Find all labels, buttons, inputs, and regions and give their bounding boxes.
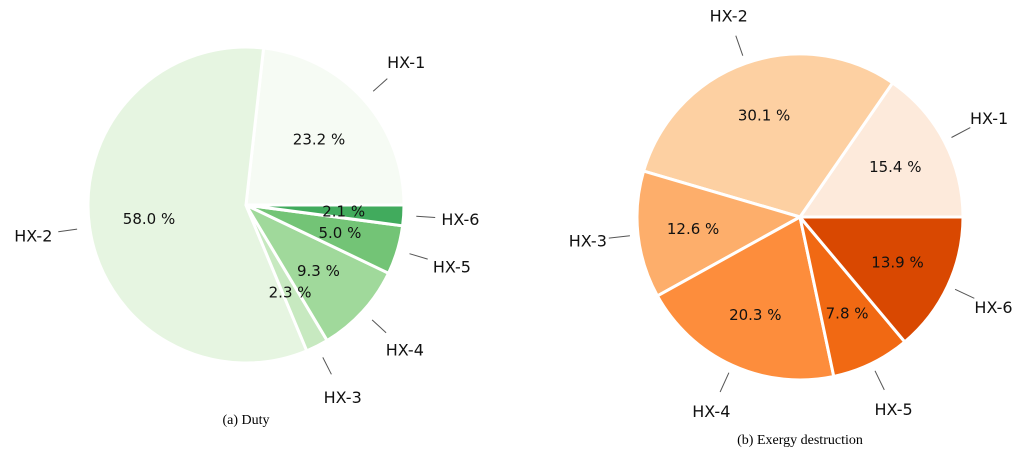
duty-value-label-hx-4: 9.3 % — [297, 262, 340, 280]
exergy-destruction-pie-chart: 15.4 % HX-1 30.1 % HX-2 12.6 % HX-3 20.3 % HX-4… — [569, 7, 1013, 422]
exergy-category-label-hx-6: HX-6 — [974, 298, 1012, 317]
exergy-value-label-hx-2: 30.1 % — [738, 107, 790, 125]
exergy-leader-line-hx-6 — [954, 288, 975, 299]
exergy-leader-line-hx-2 — [735, 35, 744, 56]
duty-category-label-hx-4: HX-4 — [386, 341, 424, 360]
duty-category-label-hx-5: HX-5 — [433, 257, 471, 276]
duty-value-label-hx-6: 2.1 % — [322, 203, 365, 221]
duty-category-label-hx-6: HX-6 — [441, 210, 479, 229]
exergy-leader-line-hx-3 — [608, 235, 630, 239]
exergy-category-label-hx-5: HX-5 — [875, 400, 913, 419]
exergy-slice-hx-4 — [655, 215, 836, 382]
exergy-slice-hx-1 — [798, 81, 965, 219]
duty-slice-hx-4 — [244, 203, 391, 343]
duty-caption: (a) Duty — [222, 413, 269, 428]
exergy-slice-hx-2 — [642, 52, 895, 219]
exergy-leader-line-hx-4 — [719, 372, 730, 393]
exergy-category-label-hx-4: HX-4 — [692, 402, 730, 421]
duty-leader-line-hx-2 — [58, 228, 78, 233]
exergy-leader-line-hx-1 — [951, 127, 971, 138]
duty-value-label-hx-3: 2.3 % — [269, 284, 312, 302]
exergy-destruction-caption: (b) Exergy destruction — [737, 433, 863, 448]
duty-category-label-hx-2: HX-2 — [14, 226, 52, 245]
exergy-value-label-hx-3: 12.6 % — [667, 220, 719, 238]
duty-leader-line-hx-6 — [416, 215, 436, 218]
exergy-value-label-hx-4: 20.3 % — [729, 306, 781, 324]
exergy-category-label-hx-1: HX-1 — [970, 109, 1008, 128]
exergy-category-label-hx-3: HX-3 — [569, 231, 607, 250]
duty-value-label-hx-5: 5.0 % — [318, 224, 361, 242]
duty-leader-line-hx-3 — [322, 357, 332, 375]
duty-category-label-hx-1: HX-1 — [387, 53, 425, 72]
exergy-slice-hx-3 — [635, 169, 802, 298]
exergy-value-label-hx-6: 13.9 % — [871, 254, 923, 272]
duty-pie-chart: 23.2 % HX-1 58.0 % HX-2 2.3 % HX-3 9.3 % HX-4 5.… — [14, 45, 479, 407]
exergy-category-label-hx-2: HX-2 — [710, 7, 748, 26]
duty-leader-line-hx-1 — [372, 78, 388, 92]
duty-slice-hx-2 — [86, 45, 309, 365]
duty-slice-hx-6 — [244, 203, 406, 228]
duty-leader-line-hx-5 — [409, 253, 428, 260]
duty-leader-line-hx-4 — [371, 319, 387, 334]
exergy-value-label-hx-5: 7.8 % — [826, 305, 869, 323]
exergy-value-label-hx-1: 15.4 % — [869, 158, 921, 176]
duty-slice-hx-1 — [244, 46, 406, 207]
duty-category-label-hx-3: HX-3 — [324, 388, 362, 407]
duty-value-label-hx-1: 23.2 % — [293, 131, 345, 149]
exergy-slice-hx-6 — [798, 215, 965, 344]
exergy-leader-line-hx-5 — [874, 370, 885, 391]
duty-value-label-hx-2: 58.0 % — [123, 210, 175, 228]
